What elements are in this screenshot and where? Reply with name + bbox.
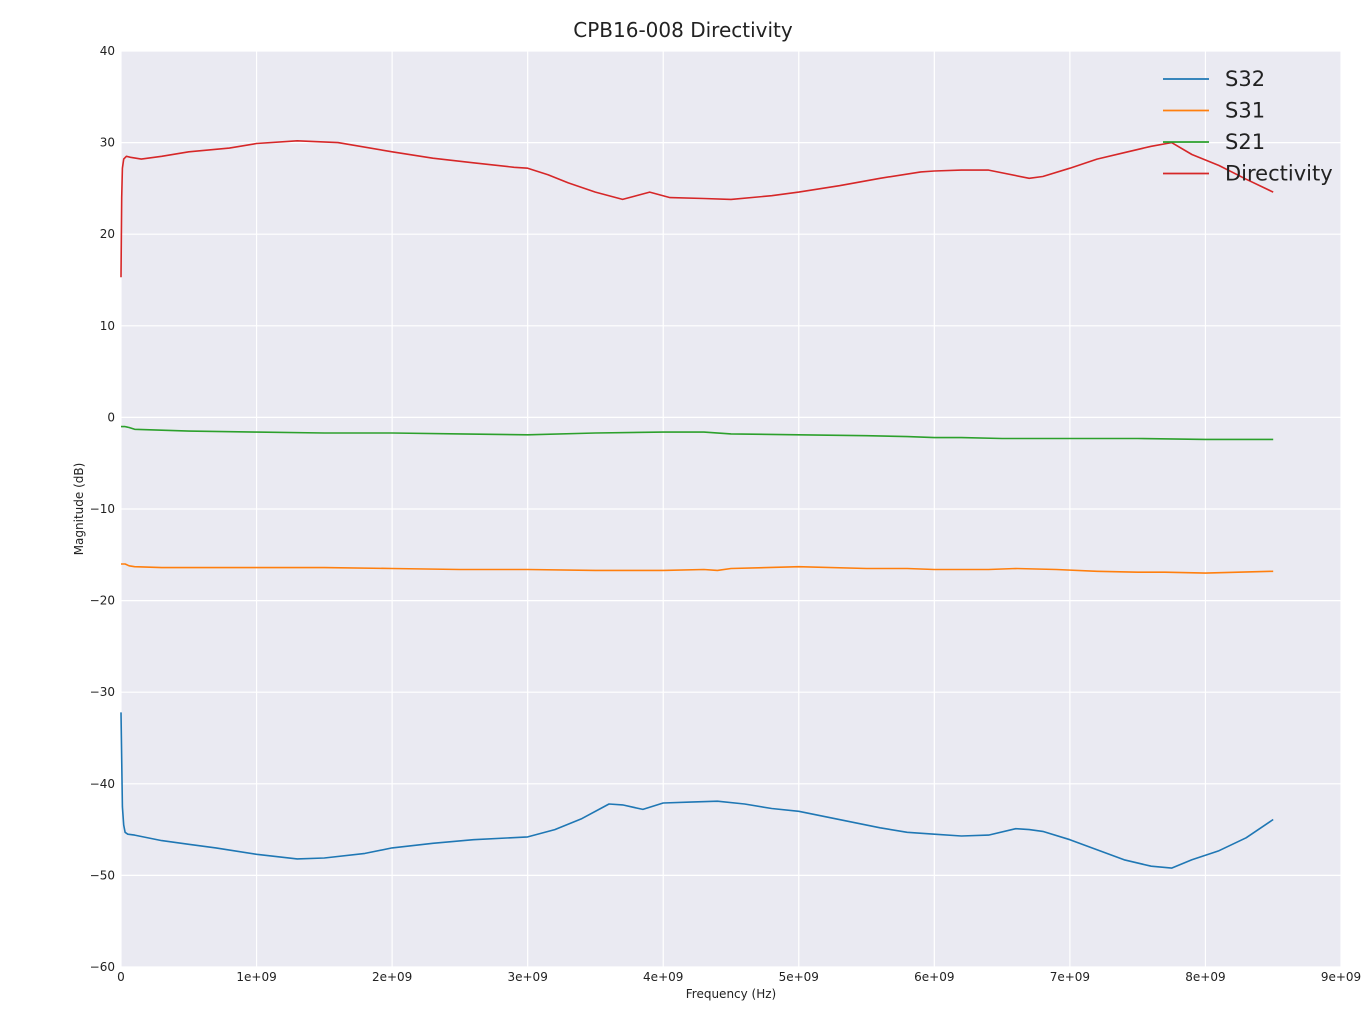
series-layer <box>120 140 1274 869</box>
y-tick-label: 20 <box>100 227 115 241</box>
legend-label: S32 <box>1225 67 1265 91</box>
x-tick-label: 2e+09 <box>372 970 412 984</box>
y-tick-label: −30 <box>90 685 115 699</box>
y-tick-label: 0 <box>107 410 115 424</box>
y-axis-label: Magnitude (dB) <box>72 463 86 556</box>
y-tick-label: −60 <box>90 960 115 974</box>
y-tick-label: 30 <box>100 136 115 150</box>
legend-label: Directivity <box>1225 162 1333 186</box>
chart-title: CPB16-008 Directivity <box>573 18 793 42</box>
legend: S32 S31 S21 Directivity <box>1163 67 1333 186</box>
x-tick-label: 5e+09 <box>779 970 819 984</box>
series-line-s21 <box>121 425 1274 441</box>
x-tick-label: 6e+09 <box>914 970 954 984</box>
y-tick-label: −20 <box>90 594 115 608</box>
y-tick-label: −50 <box>90 868 115 882</box>
x-tick-label: 0 <box>117 970 125 984</box>
x-axis-label: Frequency (Hz) <box>686 987 777 1001</box>
y-tick-label: −40 <box>90 777 115 791</box>
x-tick-label: 4e+09 <box>643 970 683 984</box>
tick-layer: 0 1e+09 2e+09 3e+09 4e+09 5e+09 6e+09 7e+09 8e+0… <box>90 44 1362 984</box>
x-tick-label: 7e+09 <box>1050 970 1090 984</box>
legend-label: S31 <box>1225 99 1265 123</box>
series-line-s31 <box>121 563 1274 574</box>
x-tick-label: 9e+09 <box>1321 970 1361 984</box>
series-line-directivity <box>120 140 1274 278</box>
x-tick-label: 1e+09 <box>236 970 276 984</box>
grid-layer <box>120 50 1342 968</box>
x-tick-label: 3e+09 <box>507 970 547 984</box>
x-tick-label: 8e+09 <box>1185 970 1225 984</box>
y-tick-label: 40 <box>100 44 115 58</box>
legend-label: S21 <box>1225 130 1265 154</box>
series-line-s32 <box>120 712 1274 869</box>
y-tick-label: −10 <box>90 502 115 516</box>
y-tick-label: 10 <box>100 319 115 333</box>
